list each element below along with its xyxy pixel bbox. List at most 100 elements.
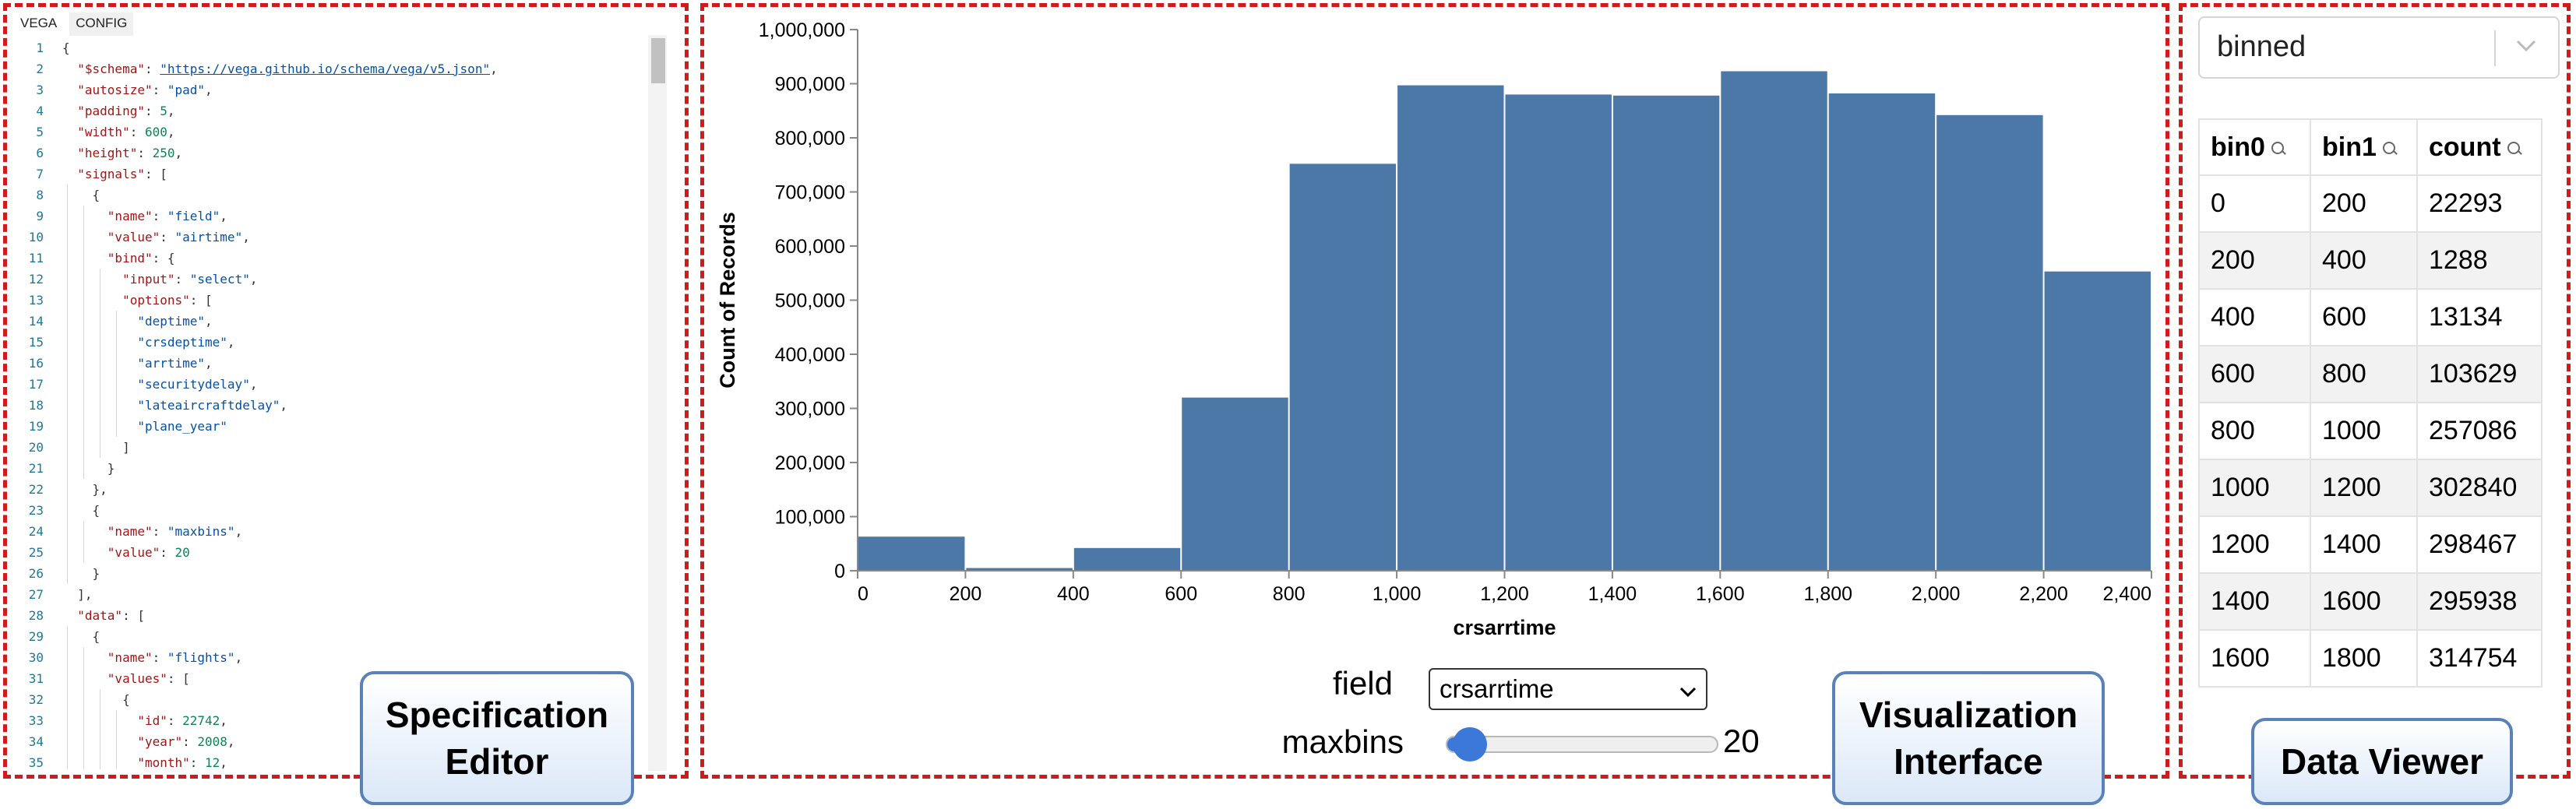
x-tick-label: 2,200 [2019, 583, 2068, 605]
histogram-bar[interactable] [1936, 114, 2043, 571]
code-line[interactable]: 9 "name": "field", [14, 206, 668, 227]
code-token: 250 [152, 146, 175, 160]
code-line[interactable]: 22 }, [14, 479, 668, 500]
indent-guide [67, 227, 68, 248]
callout-visualization-interface: Visualization Interface [1832, 671, 2105, 805]
code-token: , [220, 209, 227, 223]
code-line[interactable]: 17 "securitydelay", [14, 374, 668, 395]
code-line[interactable]: 35 "month": 12, [14, 752, 668, 769]
code-token: { [92, 629, 100, 644]
histogram-bar[interactable] [1073, 547, 1181, 571]
code-line[interactable]: 11 "bind": { [14, 248, 668, 269]
tab-vega[interactable]: VEGA [20, 16, 58, 30]
histogram-bar[interactable] [966, 568, 1073, 571]
table-row[interactable]: 1200 1400 298467 [2198, 515, 2543, 574]
indent [62, 650, 107, 665]
select-separator [2494, 30, 2496, 66]
table-row[interactable]: 1600 1800 314754 [2198, 629, 2543, 688]
code-line[interactable]: 19 "plane_year" [14, 416, 668, 437]
code-line[interactable]: 6 "height": 250, [14, 142, 668, 164]
code-line[interactable]: 31 "values": [ [14, 668, 668, 689]
code-line[interactable]: 18 "lateaircraftdelay", [14, 395, 668, 416]
code-line[interactable]: 20 ] [14, 437, 668, 458]
histogram-bar[interactable] [1612, 95, 1720, 572]
code-token: : [152, 83, 167, 97]
line-number: 11 [28, 251, 44, 266]
code-line[interactable]: 14 "deptime", [14, 311, 668, 332]
tab-config[interactable]: CONFIG [69, 12, 134, 36]
code-token: , [205, 83, 213, 97]
code-line[interactable]: 13 "options": [ [14, 290, 668, 311]
line-number: 34 [28, 734, 44, 749]
histogram-bar[interactable] [1505, 94, 1612, 571]
code-editor[interactable]: 1{2 "$schema": "https://vega.github.io/s… [14, 37, 668, 769]
code-line[interactable]: 21 } [14, 458, 668, 479]
histogram-bar[interactable] [1721, 71, 1827, 571]
indent-guide [67, 542, 68, 563]
code-line[interactable]: 4 "padding": 5, [14, 100, 668, 121]
code-line[interactable]: 10 "value": "airtime", [14, 227, 668, 248]
table-cell: 1288 [2416, 231, 2543, 290]
search-icon[interactable] [2507, 141, 2520, 154]
indent-guide [83, 689, 84, 710]
histogram-bar[interactable] [2044, 271, 2151, 571]
code-line[interactable]: 24 "name": "maxbins", [14, 521, 668, 542]
code-line[interactable]: 33 "id": 22742, [14, 710, 668, 731]
code-line[interactable]: 7 "signals": [ [14, 164, 668, 185]
indent-guide [116, 731, 117, 752]
code-token: "options" [122, 293, 190, 308]
specification-editor-panel [3, 3, 689, 779]
table-row[interactable]: 1400 1600 295938 [2198, 572, 2543, 631]
code-line[interactable]: 26 } [14, 563, 668, 584]
search-icon[interactable] [2382, 141, 2395, 154]
code-line[interactable]: 3 "autosize": "pad", [14, 79, 668, 100]
indent [62, 209, 107, 223]
table-row[interactable]: 0 200 22293 [2198, 174, 2543, 233]
column-header-bin1[interactable]: bin1 [2310, 118, 2418, 176]
code-line[interactable]: 30 "name": "flights", [14, 647, 668, 668]
code-line[interactable]: 15 "crsdeptime", [14, 332, 668, 353]
code-line[interactable]: 25 "value": 20 [14, 542, 668, 563]
code-token: "signals" [77, 167, 145, 181]
code-line[interactable]: 2 "$schema": "https://vega.github.io/sch… [14, 58, 668, 79]
table-row[interactable]: 600 800 103629 [2198, 345, 2543, 403]
code-line[interactable]: 12 "input": "select", [14, 269, 668, 290]
table-row[interactable]: 1000 1200 302840 [2198, 459, 2543, 517]
code-token: , [205, 356, 213, 371]
code-line[interactable]: 1{ [14, 37, 668, 58]
maxbins-slider-track[interactable] [1446, 736, 1718, 753]
code-line[interactable]: 23 { [14, 500, 668, 521]
histogram-bar[interactable] [858, 536, 965, 571]
column-header-count[interactable]: count [2416, 118, 2543, 176]
code-line[interactable]: 16 "arrtime", [14, 353, 668, 374]
code-line[interactable]: 32 { [14, 689, 668, 710]
y-tick-label: 100,000 [775, 507, 845, 529]
dataset-select[interactable]: binned [2198, 16, 2560, 79]
search-icon[interactable] [2271, 141, 2284, 154]
code-line[interactable]: 8 { [14, 185, 668, 206]
code-token: : { [152, 251, 175, 266]
code-line[interactable]: 27 ], [14, 584, 668, 605]
code-line[interactable]: 34 "year": 2008, [14, 731, 668, 752]
line-number: 8 [36, 188, 44, 202]
indent-guide [116, 332, 117, 353]
code-line[interactable]: 5 "width": 600, [14, 121, 668, 142]
histogram-bar[interactable] [1182, 397, 1288, 571]
code-line[interactable]: 29 { [14, 626, 668, 647]
code-line[interactable]: 28 "data": [ [14, 605, 668, 626]
table-row[interactable]: 200 400 1288 [2198, 231, 2543, 290]
indent [62, 167, 77, 181]
histogram-bar[interactable] [1397, 85, 1504, 571]
indent-guide [83, 437, 84, 458]
column-header-bin0[interactable]: bin0 [2198, 118, 2311, 176]
code-token: : [152, 524, 167, 539]
chevron-down-icon[interactable] [2514, 23, 2538, 77]
histogram-bar[interactable] [1289, 164, 1397, 572]
histogram-bar[interactable] [1828, 93, 1936, 571]
editor-scrollbar[interactable] [648, 35, 667, 771]
maxbins-slider-thumb[interactable] [1453, 727, 1488, 762]
table-row[interactable]: 800 1000 257086 [2198, 402, 2543, 460]
table-row[interactable]: 400 600 13134 [2198, 288, 2543, 346]
field-select[interactable]: crsarrtime [1429, 668, 1707, 710]
editor-scrollbar-thumb[interactable] [651, 38, 665, 83]
